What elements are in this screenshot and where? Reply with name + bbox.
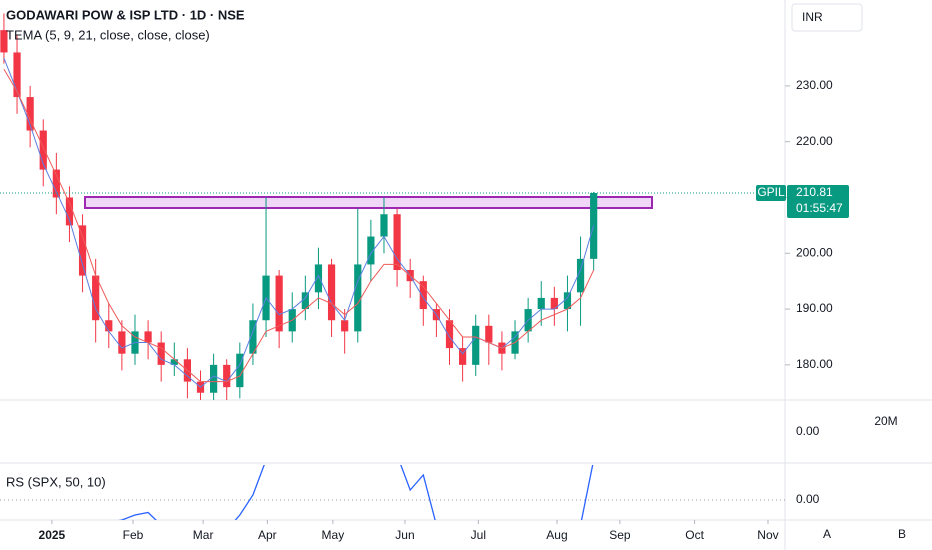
x-tick-label: Mar xyxy=(193,528,214,542)
candle-body xyxy=(485,325,493,343)
candle-body xyxy=(105,320,113,332)
x-tick-label: Jun xyxy=(395,528,414,542)
rs-title: RS (SPX, 50, 10) xyxy=(6,474,106,489)
price-tag-text: 210.81 xyxy=(796,185,833,199)
candle-body xyxy=(341,320,349,332)
y-tick-label: 230.00 xyxy=(796,78,833,92)
candle-body xyxy=(393,214,401,271)
x-tick-label: 2025 xyxy=(39,528,66,542)
indicator-label: TEMA (5, 9, 21, close, close, close) xyxy=(6,27,210,42)
x-tick-label: Oct xyxy=(685,528,704,542)
candle-body xyxy=(144,331,152,343)
price-tag xyxy=(787,184,849,218)
candle-body xyxy=(157,342,165,365)
candle-body xyxy=(170,359,178,365)
candle-body xyxy=(445,320,454,349)
x-tick-label: May xyxy=(322,528,345,542)
x-tick-label: Nov xyxy=(757,528,778,542)
x-tick-label: Aug xyxy=(546,528,567,542)
candle-body xyxy=(327,264,336,321)
y-tick-label: 0.00 xyxy=(796,492,820,506)
candle-body xyxy=(275,275,283,332)
candle-body xyxy=(52,169,60,198)
candle-body xyxy=(550,297,558,310)
button[interactable]: A xyxy=(823,527,831,541)
candle-body xyxy=(210,364,218,393)
plot-area xyxy=(0,13,598,520)
candle-body xyxy=(537,297,545,310)
candle-body xyxy=(563,292,572,310)
volume-zero-label: 0.00 xyxy=(796,424,820,438)
candle-body xyxy=(236,353,244,388)
volume-scale-label: 20M xyxy=(874,414,897,428)
candle-body xyxy=(354,264,362,332)
candle-body xyxy=(576,258,585,293)
y-tick-label: 180.00 xyxy=(796,357,833,371)
x-tick-label: Jul xyxy=(471,528,486,542)
tema-line xyxy=(3,68,595,383)
candle-body xyxy=(314,264,323,293)
candle-body xyxy=(78,225,87,276)
x-tick-label: Apr xyxy=(258,528,277,542)
candle-body xyxy=(39,130,47,170)
candle-body xyxy=(249,320,257,354)
candle-body xyxy=(65,197,74,226)
candle-body xyxy=(301,292,309,310)
candle-body xyxy=(118,331,126,354)
y-tick-label: 220.00 xyxy=(796,134,833,148)
candle-body xyxy=(472,325,480,365)
symbol-tag-text: GPIL xyxy=(757,185,785,199)
countdown: 01:55:47 xyxy=(796,201,843,215)
button[interactable]: B xyxy=(898,527,906,541)
y-tick-label: 190.00 xyxy=(796,301,833,315)
candle-body xyxy=(380,214,388,237)
candle-body xyxy=(459,348,467,365)
currency-box[interactable] xyxy=(791,3,863,32)
currency: INR xyxy=(802,10,823,24)
resistance-zone[interactable] xyxy=(84,196,653,209)
candle-body xyxy=(223,364,231,388)
symbol-tag xyxy=(756,184,786,201)
x-tick-label: Sep xyxy=(609,528,631,542)
candle-body xyxy=(13,52,21,98)
x-tick-label: Feb xyxy=(123,528,144,542)
chart-title: GODAWARI POW & ISP LTD · 1D · NSE xyxy=(6,7,245,22)
candle-body xyxy=(0,30,8,53)
candle-body xyxy=(92,275,100,321)
y-tick-label: 200.00 xyxy=(796,245,833,259)
candle-body xyxy=(26,97,34,131)
price-pane xyxy=(0,13,598,400)
candle-body xyxy=(367,236,375,265)
candle-body xyxy=(419,281,427,310)
